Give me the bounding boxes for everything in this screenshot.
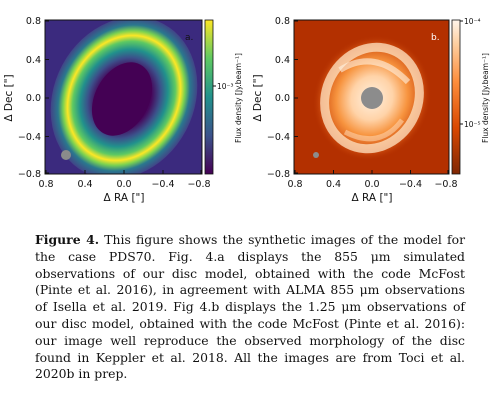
panel-b-cbar-tick-bottom: 10⁻⁵ bbox=[464, 120, 481, 129]
panel-b-cbar-tick-top: 10⁻⁴ bbox=[464, 17, 481, 26]
panel-b-cbar-label: Flux density [Jy.beam⁻¹] bbox=[481, 53, 490, 143]
panel-a-xtick-3: −0.4 bbox=[151, 179, 174, 190]
panel-a: a. 0.8 0.4 0.0 −0.4 −0.8 0.8 0.4 0.0 −0.… bbox=[3, 16, 243, 204]
panel-a-xtick-2: 0.0 bbox=[116, 179, 131, 190]
panel-a-cbar-label: Flux density [Jy.beam⁻¹] bbox=[234, 53, 243, 143]
panel-b-ytick-0: 0.8 bbox=[275, 16, 290, 27]
panel-b-beam bbox=[313, 152, 319, 158]
panel-b-spiral-arm-1 bbox=[338, 58, 411, 85]
panel-a-cbar-tick: 10⁻³ bbox=[217, 82, 234, 91]
panel-a-ytick-4: −0.8 bbox=[18, 169, 41, 180]
panel-a-ytick-2: 0.0 bbox=[26, 93, 41, 104]
panel-b-spiral-arm-2 bbox=[343, 118, 405, 142]
panel-b-xtick-4: −0.8 bbox=[434, 179, 457, 190]
panel-b-ytick-2: 0.0 bbox=[275, 93, 290, 104]
panel-a-yticks: 0.8 0.4 0.0 −0.4 −0.8 bbox=[18, 16, 49, 180]
panel-b-xtick-0: 0.8 bbox=[287, 179, 302, 190]
panel-a-ytick-1: 0.4 bbox=[26, 55, 41, 66]
panel-b-disc-ring bbox=[320, 42, 424, 154]
panel-a-xticks: 0.8 0.4 0.0 −0.4 −0.8 bbox=[38, 170, 211, 190]
panel-a-xlabel: Δ RA ["] bbox=[104, 192, 145, 204]
panel-a-ylabel: Δ Dec ["] bbox=[3, 74, 15, 121]
panel-b-yticks: 0.8 0.4 0.0 −0.4 −0.8 bbox=[267, 16, 298, 180]
figure-panels: a. 0.8 0.4 0.0 −0.4 −0.8 0.8 0.4 0.0 −0.… bbox=[3, 16, 490, 204]
panel-b-xlabel: Δ RA ["] bbox=[352, 192, 393, 204]
caption-heading: Figure 4. bbox=[35, 232, 100, 247]
panel-a-xtick-4: −0.8 bbox=[187, 179, 210, 190]
panel-b-xtick-3: −0.4 bbox=[399, 179, 422, 190]
panel-b-ytick-1: 0.4 bbox=[275, 55, 290, 66]
panel-a-ytick-0: 0.8 bbox=[26, 16, 41, 27]
panel-a-colorbar bbox=[204, 19, 214, 175]
panel-a-xtick-0: 0.8 bbox=[38, 179, 53, 190]
panel-b: b. 0.8 0.4 0.0 −0.4 −0.8 0.8 0.4 0.0 −0.… bbox=[252, 16, 490, 204]
panel-b-ytick-3: −0.4 bbox=[267, 132, 290, 143]
panel-a-xtick-1: 0.4 bbox=[77, 179, 92, 190]
panel-b-colorbar bbox=[451, 19, 461, 175]
panel-a-ytick-3: −0.4 bbox=[18, 132, 41, 143]
panel-b-xticks: 0.8 0.4 0.0 −0.4 −0.8 bbox=[287, 170, 458, 190]
panel-a-disc-cavity bbox=[91, 62, 153, 136]
panel-b-coronagraph-mask bbox=[361, 87, 383, 109]
panel-a-beam bbox=[61, 150, 71, 160]
panel-b-xtick-2: 0.0 bbox=[364, 179, 379, 190]
panel-b-ytick-4: −0.8 bbox=[267, 169, 290, 180]
caption-text: This figure shows the synthetic images o… bbox=[35, 232, 465, 382]
panel-a-tag: a. bbox=[185, 33, 193, 43]
panel-b-ylabel: Δ Dec ["] bbox=[252, 74, 264, 121]
figure-caption: Figure 4. This figure shows the syntheti… bbox=[35, 232, 465, 383]
panel-b-xtick-1: 0.4 bbox=[326, 179, 341, 190]
panel-b-tag: b. bbox=[431, 33, 440, 43]
